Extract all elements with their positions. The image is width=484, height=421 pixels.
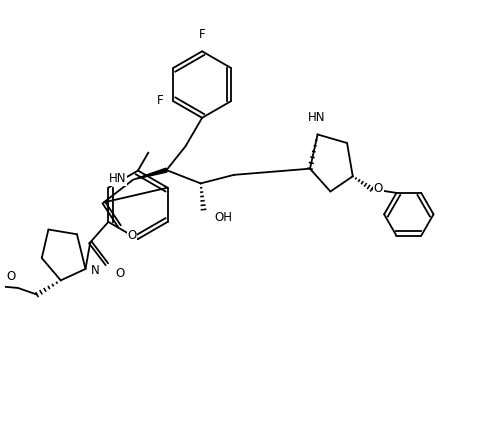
Polygon shape (133, 168, 166, 180)
Text: OH: OH (213, 211, 231, 224)
Text: O: O (127, 229, 136, 242)
Text: O: O (115, 267, 124, 280)
Text: O: O (373, 182, 382, 195)
Text: N: N (91, 264, 100, 277)
Text: F: F (157, 94, 164, 107)
Text: O: O (7, 270, 16, 283)
Text: F: F (198, 28, 205, 41)
Text: HN: HN (108, 172, 126, 185)
Text: HN: HN (307, 111, 325, 124)
